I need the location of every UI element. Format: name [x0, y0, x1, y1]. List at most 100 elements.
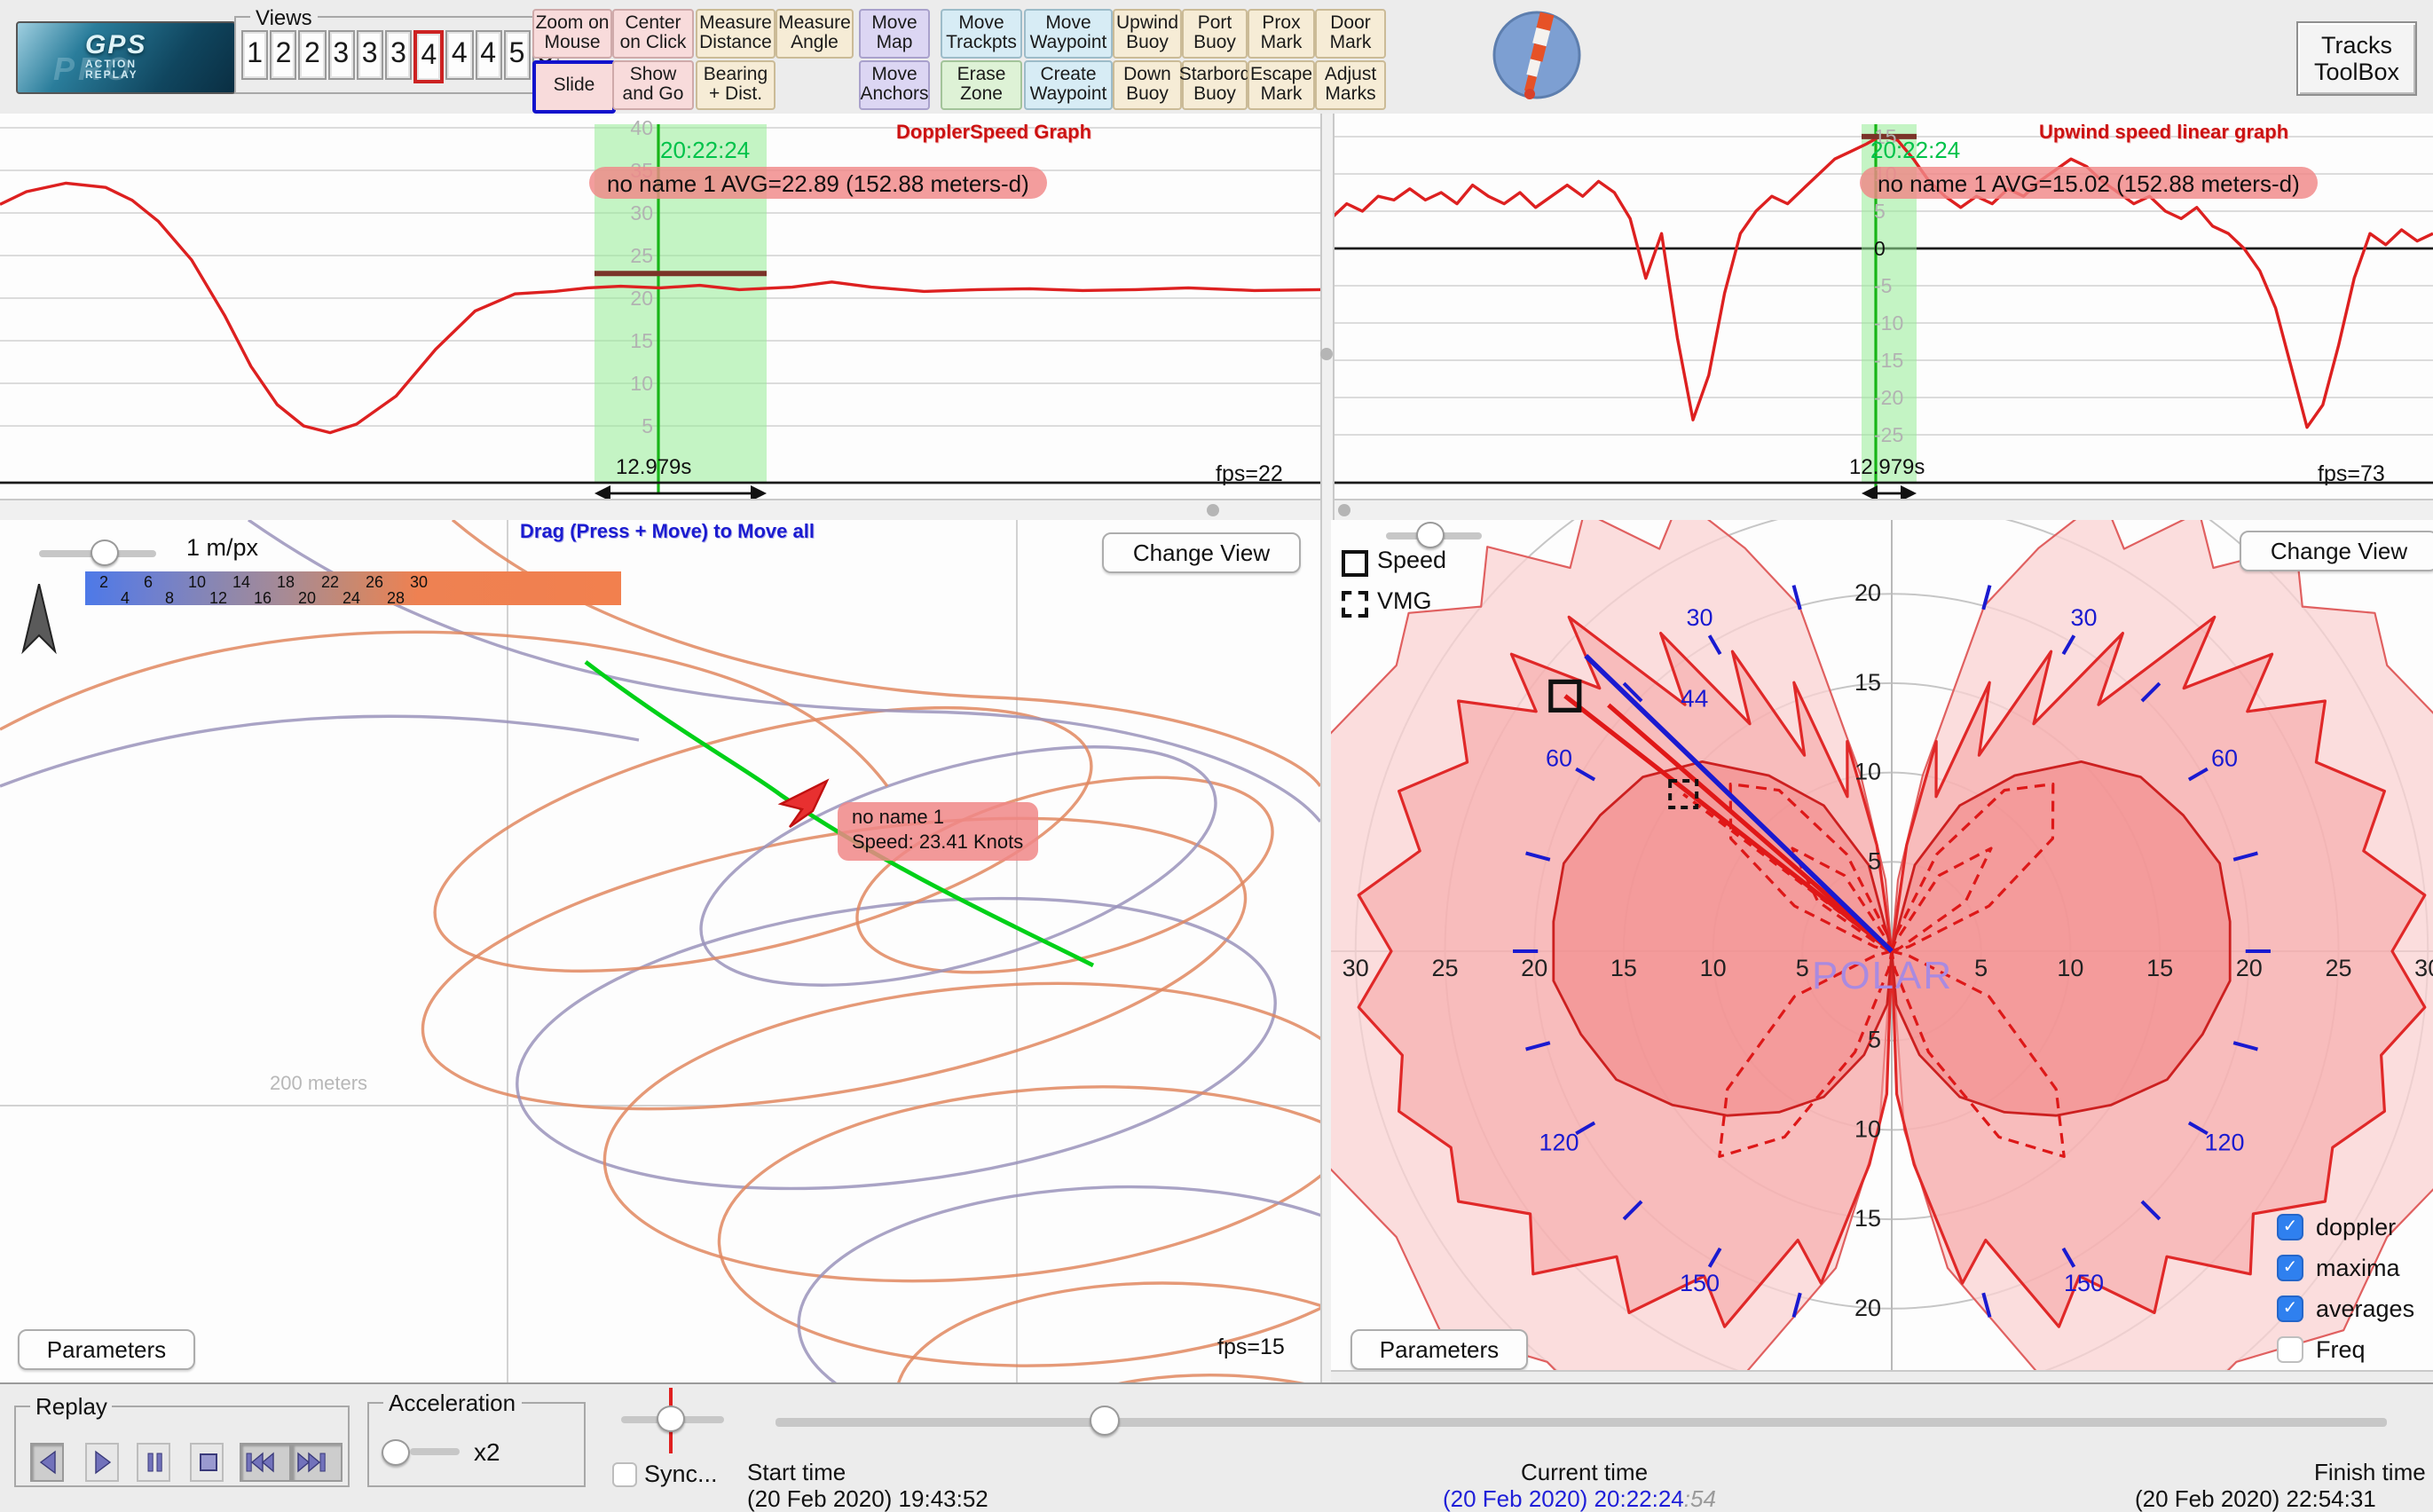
maxima-checkbox[interactable]: ✓ — [2277, 1255, 2303, 1281]
polar-chart[interactable]: 30 25 20 15 10 5 5 10 15 20 25 30 20 15 10 5 5 10 15 20 30 30… — [1331, 520, 2433, 1382]
tool-button-prox-mark[interactable]: Prox Mark — [1248, 9, 1315, 59]
view-button-3[interactable]: 2 — [298, 30, 327, 80]
step-back-button[interactable] — [30, 1443, 64, 1482]
svg-text:30: 30 — [1686, 604, 1713, 631]
averages-checkbox[interactable]: ✓ — [2277, 1295, 2303, 1322]
acceleration-slider-track[interactable] — [410, 1448, 460, 1455]
scrollbar-thumb[interactable] — [1320, 348, 1333, 360]
svg-text:5: 5 — [642, 414, 653, 437]
svg-text:15: 15 — [1874, 125, 1897, 148]
play-button[interactable] — [85, 1443, 119, 1482]
map-drag-hint: Drag (Press + Move) to Move all — [520, 522, 815, 543]
polar-parameters-button[interactable]: Parameters — [1350, 1329, 1528, 1370]
svg-text:-20: -20 — [1874, 386, 1903, 409]
toggle-freq[interactable]: Freq — [2277, 1336, 2366, 1363]
color-scale-value: 18 — [277, 573, 295, 591]
svg-text:30: 30 — [1342, 955, 1369, 981]
map-zoom-slider-knob[interactable] — [91, 539, 119, 566]
current-time-label: Current time — [1521, 1459, 1649, 1485]
color-scale-value: 28 — [387, 588, 406, 606]
view-button-1[interactable]: 1 — [241, 30, 269, 80]
tool-button-erase-zone[interactable]: Erase Zone — [941, 60, 1022, 110]
tool-button-upwind-buoy[interactable]: Upwind Buoy — [1113, 9, 1182, 59]
tool-button-move-trackpts[interactable]: Move Trackpts — [941, 9, 1022, 59]
view-button-6[interactable]: 3 — [384, 30, 413, 80]
tool-button-port-buoy[interactable]: Port Buoy — [1182, 9, 1248, 59]
tool-button-escape-mark[interactable]: Escape Mark — [1248, 60, 1315, 110]
scrollbar-thumb[interactable] — [1207, 504, 1219, 516]
doppler-fps-label: fps=22 — [1216, 461, 1283, 486]
toggle-averages[interactable]: ✓ averages — [2277, 1295, 2414, 1322]
upwind-speed-graph-panel: 151050-5-10-15-20-25 Upwind speed linear… — [1331, 114, 2433, 499]
stop-button[interactable] — [190, 1443, 224, 1482]
gps-tracks-map[interactable] — [0, 520, 1320, 1382]
tool-button-bearing-dist-[interactable]: Bearing + Dist. — [696, 60, 776, 110]
fast-forward-icon — [297, 1452, 326, 1473]
upwind-window-label: 12.979s — [1849, 454, 1925, 479]
svg-text:10: 10 — [1854, 759, 1881, 785]
tool-button-move-waypoint[interactable]: Move Waypoint — [1024, 9, 1113, 59]
view-button-7[interactable]: 4 — [413, 30, 445, 83]
view-button-5[interactable]: 3 — [356, 30, 383, 80]
tool-button-measure-angle[interactable]: Measure Angle — [776, 9, 854, 59]
tool-button-starbord-buoy[interactable]: Starbord Buoy — [1179, 60, 1250, 110]
sync-label: Sync... — [644, 1461, 718, 1487]
toggle-maxima[interactable]: ✓ maxima — [2277, 1255, 2400, 1281]
logo-subtitle: ACTION REPLAY — [85, 60, 138, 82]
toggle-doppler[interactable]: ✓ doppler — [2277, 1214, 2396, 1240]
view-button-10[interactable]: 5 — [503, 30, 531, 80]
polar-scrollbar[interactable] — [1331, 1370, 2433, 1382]
svg-text:5: 5 — [1974, 955, 1988, 981]
color-scale-value: 8 — [165, 588, 175, 606]
tool-button-center-on-click[interactable]: Center on Click — [612, 9, 694, 59]
tool-button-measure-distance[interactable]: Measure Distance — [696, 9, 776, 59]
upwind-speed-chart[interactable]: 151050-5-10-15-20-25 — [1331, 114, 2433, 499]
svg-text:5: 5 — [1868, 847, 1881, 874]
mode-box-speed[interactable] — [1342, 550, 1368, 577]
tool-button-door-mark[interactable]: Door Mark — [1315, 9, 1386, 59]
timeline-slider-track[interactable] — [776, 1418, 2387, 1427]
scrollbar-thumb[interactable] — [1338, 504, 1350, 516]
svg-text:25: 25 — [630, 244, 653, 267]
pause-button[interactable] — [137, 1443, 170, 1482]
svg-text:60: 60 — [2211, 744, 2238, 771]
view-button-4[interactable]: 3 — [327, 30, 355, 80]
tool-button-slide[interactable]: Slide — [532, 60, 616, 114]
freq-checkbox[interactable] — [2277, 1336, 2303, 1363]
acceleration-slider-knob[interactable] — [382, 1439, 410, 1466]
view-button-8[interactable]: 4 — [445, 30, 473, 80]
finish-time-label: Finish time — [2314, 1459, 2426, 1485]
tool-button-adjust-marks[interactable]: Adjust Marks — [1315, 60, 1386, 110]
tool-button-down-buoy[interactable]: Down Buoy — [1113, 60, 1182, 110]
map-change-view-button[interactable]: Change View — [1102, 532, 1301, 573]
polar-change-view-button[interactable]: Change View — [2240, 531, 2433, 571]
mode-box-vmg[interactable] — [1342, 591, 1368, 618]
view-button-2[interactable]: 2 — [270, 30, 297, 80]
tool-button-create-waypoint[interactable]: Create Waypoint — [1024, 60, 1113, 110]
polar-slider-knob[interactable] — [1416, 522, 1445, 548]
rewind-button[interactable] — [240, 1443, 291, 1482]
svg-text:-15: -15 — [1874, 349, 1903, 372]
tool-button-zoom-on-mouse[interactable]: Zoom on Mouse — [532, 9, 612, 59]
tool-button-move-anchors[interactable]: Move Anchors — [859, 60, 930, 110]
timeline-slider-knob[interactable] — [1090, 1406, 1120, 1436]
sync-checkbox[interactable] — [612, 1462, 637, 1487]
tool-button-show-and-go[interactable]: Show and Go — [612, 60, 694, 110]
fast-forward-button[interactable] — [291, 1443, 343, 1482]
polar-series-vmg_dashed_inner — [1890, 847, 1993, 953]
doppler-checkbox[interactable]: ✓ — [2277, 1214, 2303, 1240]
tracker-label: no name 1 Speed: 23.41 Knots — [838, 802, 1038, 861]
tracks-toolbox-button[interactable]: Tracks ToolBox — [2296, 21, 2417, 96]
svg-text:-25: -25 — [1874, 423, 1903, 446]
views-group-label: Views — [250, 5, 318, 30]
offset-slider-knob[interactable] — [657, 1406, 685, 1432]
svg-text:20: 20 — [1854, 1295, 1881, 1321]
tracker-name: no name 1 — [852, 807, 944, 829]
upwind-avg-label: no name 1 AVG=15.02 (152.88 meters-d) — [1860, 167, 2318, 199]
tool-button-move-map[interactable]: Move Map — [859, 9, 930, 59]
svg-text:15: 15 — [1854, 1205, 1881, 1232]
view-button-9[interactable]: 4 — [475, 30, 502, 80]
map-parameters-button[interactable]: Parameters — [18, 1329, 195, 1370]
